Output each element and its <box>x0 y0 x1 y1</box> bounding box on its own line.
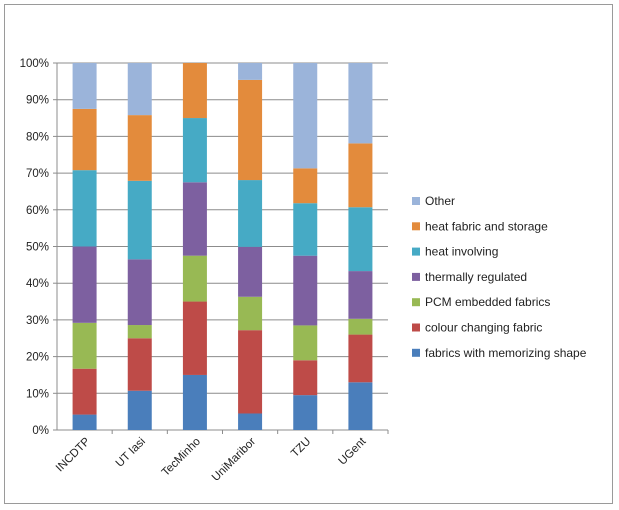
bar-segment-ut-iasi-heat-fabric-and-storage <box>127 115 152 181</box>
x-tick-label: UGent <box>337 435 370 468</box>
bar-segment-incdtp-other <box>72 63 97 109</box>
x-tick-label: UniMaribor <box>210 436 258 484</box>
bar-segment-ut-iasi-fabrics-with-memorizing-shape <box>127 390 152 430</box>
bar-segment-incdtp-heat-involving <box>72 170 97 247</box>
legend-label-heat-involving: heat involving <box>425 245 498 259</box>
y-tick-label: 80% <box>26 131 49 143</box>
legend-label-pcm-embedded-fabrics: PCM embedded fabrics <box>425 295 550 309</box>
bar-segment-incdtp-pcm-embedded-fabrics <box>72 322 97 369</box>
bar-segment-unimaribor-other <box>238 63 263 80</box>
bar-segment-tecminho-fabrics-with-memorizing-shape <box>182 374 207 430</box>
bar-segment-tecminho-colour-changing-fabric <box>182 301 207 375</box>
y-tick-label: 40% <box>26 278 49 290</box>
legend-swatch-fabrics-with-memorizing-shape <box>412 348 420 357</box>
y-tick-label: 0% <box>32 425 49 437</box>
y-tick-label: 30% <box>26 315 49 327</box>
legend-swatch-colour-changing-fabric <box>412 323 420 332</box>
x-tick-label: INCDTP <box>54 435 93 474</box>
bar-segment-ugent-fabrics-with-memorizing-shape <box>348 382 373 430</box>
bar-segment-unimaribor-fabrics-with-memorizing-shape <box>238 413 263 430</box>
bar-segment-ugent-colour-changing-fabric <box>348 334 373 383</box>
bar-segment-tzu-fabrics-with-memorizing-shape <box>293 395 318 430</box>
legend-swatch-thermally-regulated <box>412 272 420 281</box>
bar-segment-tzu-heat-fabric-and-storage <box>293 168 318 204</box>
bar-segment-ut-iasi-heat-involving <box>127 180 152 260</box>
bar-segment-ugent-thermally-regulated <box>348 271 373 319</box>
bar-segment-tzu-pcm-embedded-fabrics <box>293 325 318 361</box>
bar-segment-unimaribor-thermally-regulated <box>238 246 263 297</box>
bar-segment-ugent-heat-fabric-and-storage <box>348 143 373 208</box>
bar-segment-ut-iasi-thermally-regulated <box>127 259 152 326</box>
y-tick-label: 10% <box>26 388 49 400</box>
legend-swatch-other <box>412 197 420 205</box>
y-tick-label: 70% <box>26 168 49 180</box>
bar-segment-ugent-pcm-embedded-fabrics <box>348 318 373 335</box>
y-tick-label: 100% <box>20 58 49 70</box>
bar-segment-incdtp-heat-fabric-and-storage <box>72 108 97 171</box>
bar-segment-tecminho-pcm-embedded-fabrics <box>182 255 207 302</box>
legend-label-colour-changing-fabric: colour changing fabric <box>425 321 542 335</box>
bar-segment-tecminho-heat-fabric-and-storage <box>182 63 207 119</box>
bar-segment-unimaribor-colour-changing-fabric <box>238 330 263 414</box>
y-tick-label: 60% <box>26 205 49 217</box>
bar-segment-unimaribor-heat-fabric-and-storage <box>238 79 263 181</box>
bar-segment-ut-iasi-colour-changing-fabric <box>127 338 152 391</box>
y-tick-label: 50% <box>26 242 49 254</box>
bar-segment-ut-iasi-pcm-embedded-fabrics <box>127 325 152 339</box>
legend-label-other: Other <box>425 194 455 208</box>
y-tick-label: 20% <box>26 352 49 364</box>
legend-label-fabrics-with-memorizing-shape: fabrics with memorizing shape <box>425 346 587 360</box>
bar-segment-incdtp-colour-changing-fabric <box>72 368 97 415</box>
legend-label-heat-fabric-and-storage: heat fabric and storage <box>425 219 548 233</box>
bar-segment-tzu-thermally-regulated <box>293 255 318 326</box>
legend-swatch-heat-involving <box>412 247 420 256</box>
legend-label-thermally-regulated: thermally regulated <box>425 270 527 284</box>
bar-segment-ut-iasi-other <box>127 63 152 116</box>
bar-segment-unimaribor-pcm-embedded-fabrics <box>238 296 263 331</box>
bar-segment-ugent-other <box>348 63 373 144</box>
bar-segment-ugent-heat-involving <box>348 207 373 272</box>
legend-swatch-pcm-embedded-fabrics <box>412 298 420 307</box>
bar-segment-tzu-other <box>293 63 318 169</box>
x-tick-label: TZU <box>289 436 313 460</box>
bar-segment-unimaribor-heat-involving <box>238 180 263 247</box>
y-tick-label: 90% <box>26 95 49 107</box>
bar-segment-tzu-heat-involving <box>293 203 318 256</box>
legend-swatch-heat-fabric-and-storage <box>412 222 420 231</box>
x-tick-label: TecMinho <box>160 436 203 479</box>
bar-segment-incdtp-thermally-regulated <box>72 246 97 323</box>
bar-segment-incdtp-fabrics-with-memorizing-shape <box>72 414 97 430</box>
bar-segment-tzu-colour-changing-fabric <box>293 360 318 396</box>
x-tick-label: UT Iasi <box>114 436 148 470</box>
bar-segment-tecminho-thermally-regulated <box>182 182 207 256</box>
bar-segment-tecminho-heat-involving <box>182 118 207 183</box>
